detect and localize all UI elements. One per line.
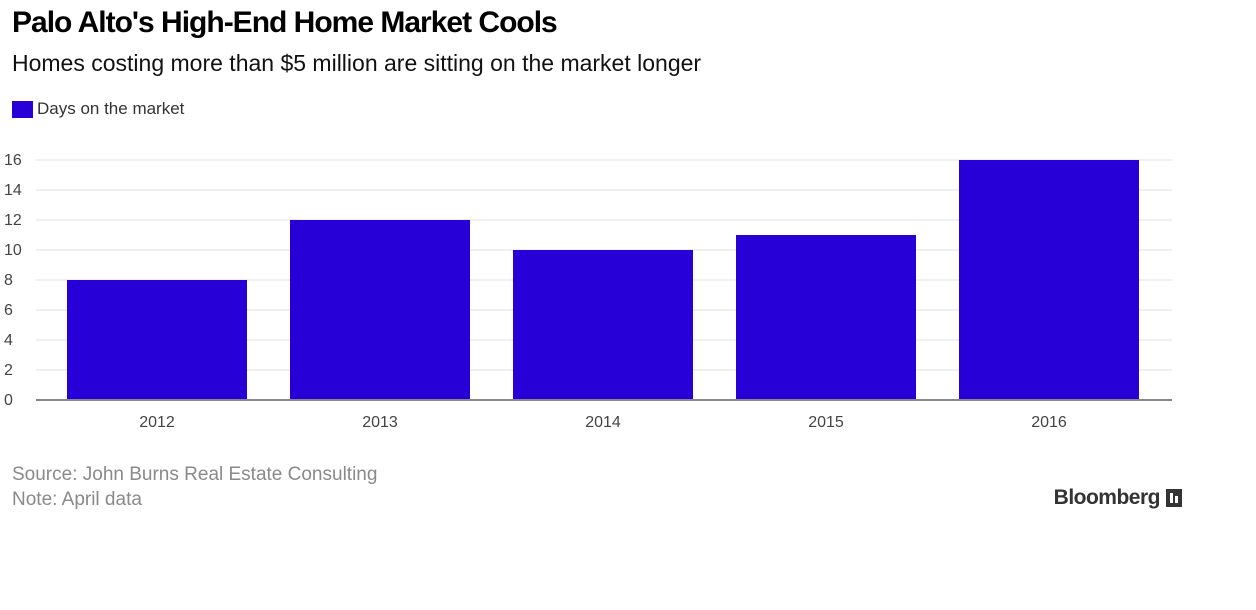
y-tick-label: 6 bbox=[4, 302, 13, 319]
x-tick-label: 2013 bbox=[362, 414, 398, 431]
source-text: Source: John Burns Real Estate Consultin… bbox=[12, 464, 378, 485]
x-axis-ticks: 2012 2013 2014 2015 2016 bbox=[139, 414, 1067, 431]
bar-2014 bbox=[513, 250, 693, 400]
chart-subtitle: Homes costing more than $5 million are s… bbox=[12, 50, 702, 76]
y-tick-label: 16 bbox=[4, 152, 22, 169]
bar-2015 bbox=[736, 235, 916, 400]
footer-notes: Source: John Burns Real Estate Consultin… bbox=[12, 462, 377, 512]
bar-2012 bbox=[67, 280, 247, 400]
brand-name: Bloomberg bbox=[1053, 486, 1161, 509]
y-tick-label: 12 bbox=[4, 212, 22, 229]
brand-logo: Bloomberg bbox=[1054, 486, 1182, 510]
y-tick-label: 14 bbox=[4, 182, 22, 199]
bar-2016 bbox=[959, 160, 1139, 400]
y-tick-label: 4 bbox=[4, 332, 13, 349]
legend: Days on the market bbox=[12, 99, 184, 119]
x-tick-label: 2014 bbox=[585, 414, 621, 431]
bar-2013 bbox=[290, 220, 470, 400]
chart-title: Palo Alto's High-End Home Market Cools bbox=[12, 6, 558, 39]
y-tick-label: 2 bbox=[4, 362, 13, 379]
legend-swatch bbox=[12, 100, 33, 118]
x-tick-label: 2015 bbox=[808, 414, 844, 431]
y-tick-label: 0 bbox=[4, 392, 13, 409]
bars bbox=[67, 160, 1139, 400]
y-tick-label: 8 bbox=[4, 272, 13, 289]
x-tick-label: 2016 bbox=[1031, 414, 1067, 431]
y-axis-ticks: 0 2 4 6 8 10 12 14 16 bbox=[4, 152, 22, 409]
y-tick-label: 10 bbox=[4, 242, 22, 259]
note-text: Note: April data bbox=[12, 489, 142, 510]
bloomberg-logo-icon bbox=[1166, 489, 1182, 507]
x-tick-label: 2012 bbox=[139, 414, 175, 431]
bar-chart: 0 2 4 6 8 10 12 14 16 2012 2013 2014 2015 2016 bbox=[4, 152, 1172, 431]
legend-label: Days on the market bbox=[37, 99, 185, 118]
